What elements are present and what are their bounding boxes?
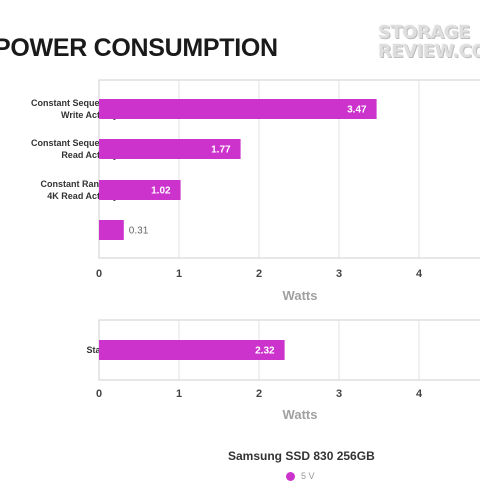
x-tick-label: 3 <box>336 268 342 280</box>
data-label: 1.02 <box>151 186 171 197</box>
chart-panel-2: 01234WattsStartup2.32 <box>87 319 480 422</box>
x-tick-label: 2 <box>256 268 262 280</box>
bar[interactable] <box>99 340 285 360</box>
data-label: 1.77 <box>211 145 231 156</box>
x-axis-title: Watts <box>283 407 318 422</box>
legend-label-5v: 5 V <box>301 471 315 481</box>
data-label: 0.31 <box>129 226 149 237</box>
page-title: POWER CONSUMPTION <box>0 34 278 62</box>
x-tick-label: 1 <box>176 268 182 280</box>
bar[interactable] <box>99 180 181 200</box>
category-label: Constant Random 4K Read Activity <box>41 179 119 201</box>
storagereview-logo: STORAGE REVIEW.COM <box>378 22 480 66</box>
x-tick-label: 0 <box>96 268 102 280</box>
data-label: 2.32 <box>255 346 275 357</box>
legend-title: Samsung SSD 830 256GB <box>228 449 375 463</box>
x-tick-label: 4 <box>416 268 423 280</box>
chart-panel-1: 0 1 2 3 4 Watts Constant Sequential Write Activ… <box>31 79 480 303</box>
x-tick-label: 2 <box>256 388 262 400</box>
data-label: 3.47 <box>347 105 367 116</box>
category-label: Constant Sequential Read Activity <box>31 138 118 160</box>
x-axis-title: Watts <box>283 288 318 303</box>
x-tick-label: 1 <box>176 388 182 400</box>
legend-swatch-5v <box>286 471 295 481</box>
category-label: Constant Sequential Write Activity <box>31 98 118 120</box>
logo-line-2: REVIEW.COM <box>378 41 480 62</box>
x-tick-label: 0 <box>96 388 102 400</box>
legend-item[interactable]: 5 V <box>286 471 315 481</box>
x-tick-label: 4 <box>416 388 423 400</box>
x-tick-label: 3 <box>336 388 342 400</box>
bar[interactable] <box>99 99 377 119</box>
bar[interactable] <box>99 220 124 240</box>
logo-line-1: STORAGE <box>378 22 470 43</box>
bar[interactable] <box>99 139 241 159</box>
